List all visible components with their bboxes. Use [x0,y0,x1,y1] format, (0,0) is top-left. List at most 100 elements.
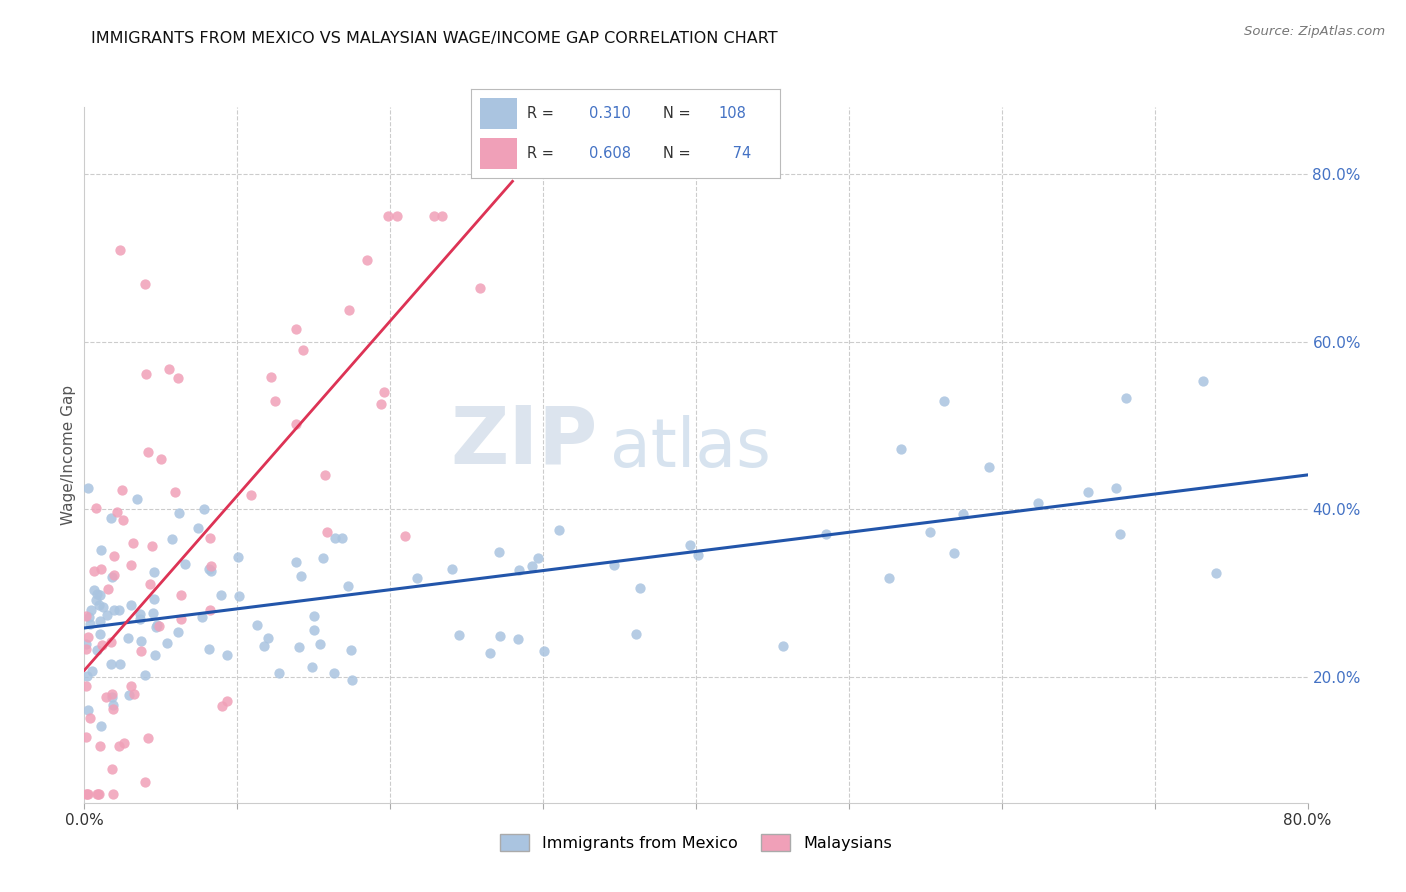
Point [526,551,548,566]
Point [75,731,97,745]
Point [626,627,648,641]
Point [100,687,122,701]
Point [1205,566,1227,580]
Point [533,644,555,658]
Point [141,539,163,553]
Point [288,640,311,654]
Point [83,564,105,578]
Point [103,549,125,564]
Point [952,507,974,521]
Point [145,618,167,632]
Text: IMMIGRANTS FROM MEXICO VS MALAYSIAN WAGE/INCOME GAP CORRELATION CHART: IMMIGRANTS FROM MEXICO VS MALAYSIAN WAGE… [91,31,778,46]
Point [82,665,104,679]
Point [602,558,624,572]
Point [103,701,125,715]
Point [129,607,152,621]
Point [75,609,97,624]
Point [77,481,100,495]
Point [103,568,125,582]
Point [304,624,326,638]
Point [90,562,112,576]
Point [108,603,131,617]
Text: R =: R = [527,106,554,121]
Point [101,763,124,777]
Point [122,687,145,701]
Point [162,532,184,546]
Point [198,603,221,617]
Point [163,485,186,500]
Point [143,648,166,662]
Point [430,209,453,223]
Point [76,669,98,683]
Point [86,788,108,802]
Point [314,468,336,483]
Point [125,491,148,506]
Point [100,635,122,649]
Point [394,529,416,543]
Point [547,523,569,537]
Point [156,636,179,650]
Point [75,679,97,693]
Point [112,513,135,527]
Point [187,521,209,535]
Point [942,546,965,560]
Text: Source: ZipAtlas.com: Source: ZipAtlas.com [1244,25,1385,38]
Point [100,510,122,524]
Point [679,538,702,552]
Point [120,598,142,612]
Text: 0.608: 0.608 [589,146,630,161]
Text: 108: 108 [718,106,747,121]
Point [253,639,276,653]
Point [342,673,364,687]
Point [90,719,112,733]
Point [1192,374,1215,388]
Point [323,666,346,681]
Point [120,558,142,572]
Point [337,302,360,317]
Point [89,589,111,603]
Point [918,525,941,540]
Point [290,568,312,582]
Point [76,630,98,644]
Point [191,609,214,624]
Point [117,631,139,645]
Point [166,371,188,385]
Text: N =: N = [662,146,690,161]
Point [170,612,193,626]
Point [260,369,283,384]
Point [323,531,346,545]
Point [890,442,912,456]
Point [405,571,427,585]
Point [330,532,353,546]
Y-axis label: Wage/Income Gap: Wage/Income Gap [60,384,76,525]
Point [79,711,101,725]
Point [302,609,325,624]
Point [478,646,501,660]
Point [83,582,105,597]
Point [468,281,491,295]
Point [356,252,378,267]
Point [89,788,111,802]
Point [174,557,197,571]
Point [118,688,141,702]
Point [488,544,510,558]
Point [1108,527,1130,541]
Point [337,579,360,593]
Point [96,690,118,704]
Point [628,581,651,595]
Point [134,277,156,292]
Point [385,209,408,223]
Text: atlas: atlas [610,415,772,481]
Point [143,566,166,580]
Point [77,610,100,624]
Point [114,736,136,750]
Point [121,536,143,550]
Point [377,209,399,223]
Point [198,642,221,657]
Point [170,588,193,602]
Point [101,690,124,705]
Text: 0.310: 0.310 [589,106,630,121]
Point [1026,495,1049,509]
Point [90,543,112,558]
Point [91,638,114,652]
